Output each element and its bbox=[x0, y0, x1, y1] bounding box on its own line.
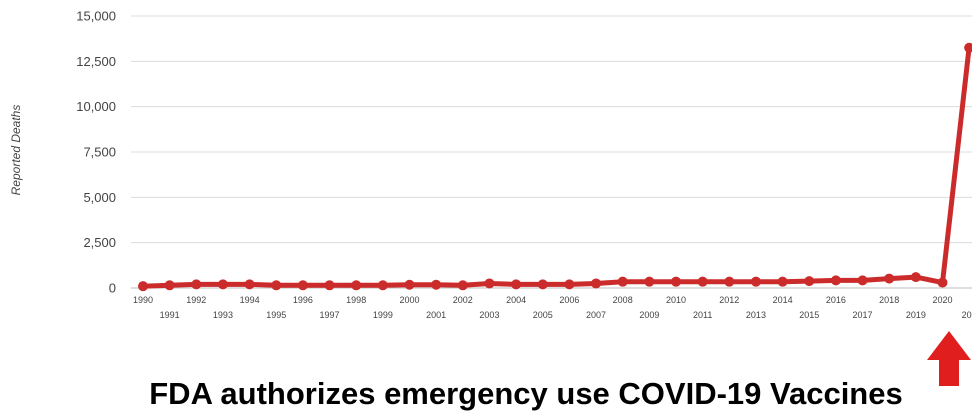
data-point bbox=[404, 279, 415, 290]
x-tick-label: 1993 bbox=[213, 310, 233, 320]
x-tick-label: 2014 bbox=[773, 295, 793, 305]
data-point bbox=[830, 275, 841, 286]
x-tick-label: 1999 bbox=[373, 310, 393, 320]
x-tick-label: 2018 bbox=[879, 295, 899, 305]
data-point bbox=[351, 280, 362, 291]
annotation-caption: FDA authorizes emergency use COVID-19 Va… bbox=[149, 376, 903, 411]
y-tick-label: 7,500 bbox=[83, 145, 116, 160]
x-tick-label: 2015 bbox=[799, 310, 819, 320]
x-tick-label: 2013 bbox=[746, 310, 766, 320]
data-point bbox=[457, 280, 468, 291]
x-tick-label: 2010 bbox=[666, 295, 686, 305]
data-point bbox=[164, 280, 175, 291]
data-point bbox=[591, 278, 602, 289]
x-tick-label: 2020 bbox=[932, 295, 952, 305]
data-point bbox=[271, 280, 282, 291]
data-point bbox=[671, 276, 681, 287]
x-tick-label: 2007 bbox=[586, 310, 606, 320]
series-polyline bbox=[140, 45, 972, 289]
series-line bbox=[140, 45, 972, 289]
data-point bbox=[857, 275, 868, 286]
data-point bbox=[537, 279, 548, 290]
y-axis-label: Reported Deaths bbox=[9, 105, 23, 196]
x-tick-label: 2009 bbox=[639, 310, 659, 320]
data-point bbox=[910, 272, 921, 283]
arrow-shaft bbox=[939, 360, 959, 386]
x-tick-label: 2008 bbox=[613, 295, 633, 305]
data-point bbox=[884, 273, 895, 284]
data-point bbox=[431, 279, 442, 290]
x-tick-label: 2019 bbox=[906, 310, 926, 320]
x-tick-labels: 1990 1991 1992 1993 1994 1995 1996 1997 1998 1999… bbox=[133, 295, 972, 320]
data-points bbox=[138, 42, 972, 292]
data-point bbox=[697, 276, 708, 287]
x-tick-label: 1991 bbox=[160, 310, 180, 320]
data-point bbox=[804, 276, 815, 287]
y-tick-label: 15,000 bbox=[76, 9, 116, 24]
arrow-head bbox=[927, 331, 971, 360]
data-point bbox=[217, 279, 228, 290]
x-tick-label: 2005 bbox=[533, 310, 553, 320]
data-point bbox=[377, 280, 388, 291]
data-point bbox=[511, 279, 522, 290]
x-tick-label: 2004 bbox=[506, 295, 526, 305]
y-tick-label: 5,000 bbox=[83, 190, 116, 205]
x-tick-label: 1994 bbox=[240, 295, 260, 305]
data-point bbox=[937, 277, 948, 288]
x-tick-label: 1996 bbox=[293, 295, 313, 305]
x-tick-label: 2001 bbox=[426, 310, 446, 320]
x-tick-label: 1990 bbox=[133, 295, 153, 305]
x-tick-label: 2017 bbox=[853, 310, 873, 320]
data-point bbox=[564, 279, 575, 290]
data-point bbox=[297, 280, 308, 291]
y-tick-label: 2,500 bbox=[83, 235, 116, 250]
y-tick-label: 10,000 bbox=[76, 99, 116, 114]
y-tick-labels: 0 2,500 5,000 7,500 10,000 12,500 15,000 bbox=[76, 9, 116, 296]
x-tick-label: 202 bbox=[962, 310, 972, 320]
y-tick-label: 0 bbox=[109, 281, 116, 296]
data-point bbox=[138, 281, 148, 292]
x-tick-label: 2000 bbox=[399, 295, 419, 305]
x-tick-label: 2011 bbox=[693, 310, 712, 320]
data-point bbox=[724, 276, 735, 287]
x-tick-label: 2003 bbox=[479, 310, 499, 320]
data-point bbox=[964, 42, 972, 53]
x-tick-label: 1995 bbox=[266, 310, 286, 320]
x-tick-label: 2006 bbox=[559, 295, 579, 305]
data-point bbox=[324, 280, 335, 291]
data-point bbox=[617, 276, 628, 287]
annotation-arrow bbox=[927, 331, 971, 386]
x-tick-label: 2012 bbox=[719, 295, 739, 305]
x-tick-label: 1998 bbox=[346, 295, 366, 305]
x-tick-label: 1992 bbox=[186, 295, 206, 305]
x-tick-label: 1997 bbox=[320, 310, 340, 320]
x-tick-label: 2002 bbox=[453, 295, 473, 305]
data-point bbox=[484, 278, 495, 289]
y-tick-label: 12,500 bbox=[76, 54, 116, 69]
data-point bbox=[750, 276, 761, 287]
gridlines bbox=[131, 15, 972, 289]
data-point bbox=[244, 279, 255, 290]
data-point bbox=[777, 276, 788, 287]
x-tick-label: 2016 bbox=[826, 295, 846, 305]
data-point bbox=[191, 279, 202, 290]
data-point bbox=[644, 276, 655, 287]
